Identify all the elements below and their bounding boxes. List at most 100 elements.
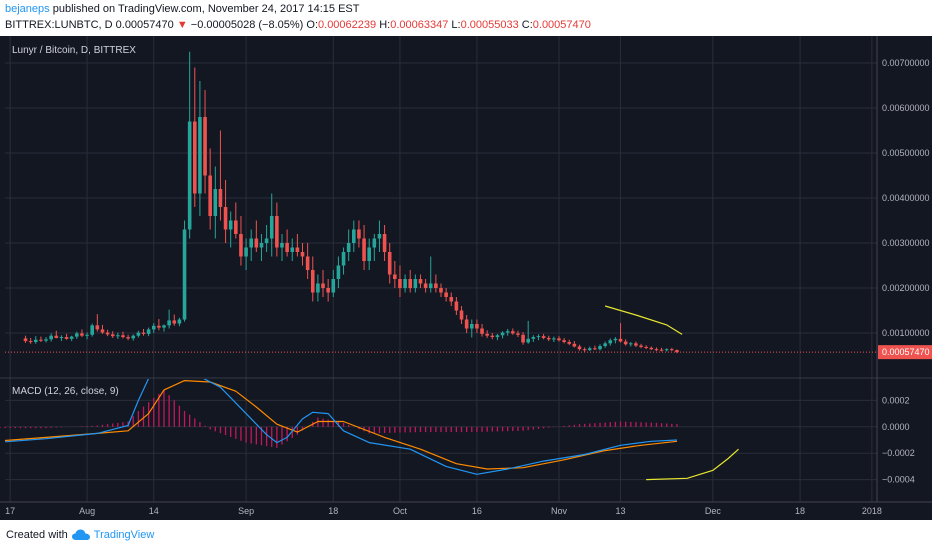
candle[interactable] — [223, 180, 228, 243]
candle[interactable] — [387, 243, 392, 284]
candle[interactable] — [162, 324, 166, 332]
candle[interactable] — [192, 67, 197, 208]
candle[interactable] — [439, 283, 443, 298]
candle[interactable] — [75, 331, 79, 339]
candle[interactable] — [105, 329, 110, 337]
candle[interactable] — [675, 349, 679, 354]
candle[interactable] — [116, 332, 120, 339]
candle[interactable] — [670, 347, 674, 351]
candle[interactable] — [639, 343, 643, 349]
candle[interactable] — [218, 130, 223, 221]
candle[interactable] — [259, 234, 264, 261]
candle[interactable] — [454, 297, 459, 315]
candle[interactable] — [516, 330, 520, 338]
candle[interactable] — [80, 329, 84, 338]
candle[interactable] — [95, 314, 100, 332]
candle[interactable] — [608, 338, 613, 346]
candle[interactable] — [403, 274, 407, 293]
candle[interactable] — [500, 331, 505, 339]
candle[interactable] — [321, 270, 325, 297]
candle[interactable] — [39, 336, 43, 342]
candle[interactable] — [151, 323, 156, 333]
candle[interactable] — [167, 309, 171, 329]
chart-canvas[interactable]: 0.00057470 0.00100000 0.00200000 0.00300000… — [0, 36, 932, 520]
candle[interactable] — [654, 347, 659, 351]
candle[interactable] — [33, 336, 38, 344]
candle[interactable] — [146, 327, 151, 337]
candle[interactable] — [572, 341, 577, 348]
candle[interactable] — [459, 306, 464, 324]
candle[interactable] — [521, 332, 525, 345]
candle[interactable] — [234, 202, 238, 239]
candle[interactable] — [44, 337, 48, 343]
macd-annotation-curve[interactable] — [646, 448, 739, 481]
candle[interactable] — [557, 336, 561, 342]
candle[interactable] — [23, 335, 28, 343]
candle[interactable] — [290, 238, 295, 262]
candle[interactable] — [141, 328, 146, 336]
candle[interactable] — [198, 81, 202, 216]
candle[interactable] — [244, 238, 248, 271]
candle[interactable] — [69, 335, 74, 342]
candle[interactable] — [203, 90, 207, 194]
candle[interactable] — [336, 256, 341, 289]
candle[interactable] — [357, 220, 361, 248]
macd-line[interactable] — [0, 348, 678, 475]
candle[interactable] — [305, 243, 310, 279]
candle[interactable] — [280, 234, 284, 261]
candle[interactable] — [490, 333, 495, 340]
candle[interactable] — [423, 279, 428, 293]
candle[interactable] — [249, 229, 254, 262]
candle[interactable] — [393, 261, 397, 288]
candle[interactable] — [269, 193, 274, 257]
candle[interactable] — [577, 344, 582, 351]
candle[interactable] — [213, 166, 218, 239]
candle[interactable] — [136, 330, 141, 338]
candle[interactable] — [331, 270, 336, 297]
candle[interactable] — [485, 330, 489, 338]
candle[interactable] — [110, 331, 115, 338]
candle[interactable] — [126, 334, 130, 341]
candle[interactable] — [64, 333, 69, 340]
candle[interactable] — [346, 229, 351, 262]
candle[interactable] — [449, 292, 454, 307]
candle[interactable] — [295, 234, 300, 257]
candle[interactable] — [398, 265, 402, 298]
candle[interactable] — [418, 274, 423, 289]
tradingview-brand-link[interactable]: TradingView — [93, 529, 155, 541]
candle[interactable] — [157, 319, 161, 331]
candle[interactable] — [526, 320, 530, 344]
candle[interactable] — [326, 279, 330, 302]
candle[interactable] — [172, 314, 177, 326]
candle[interactable] — [546, 335, 551, 342]
candle[interactable] — [562, 337, 566, 344]
candle[interactable] — [464, 315, 469, 333]
candle[interactable] — [182, 220, 187, 322]
candle[interactable] — [541, 333, 546, 340]
candle[interactable] — [664, 348, 669, 352]
candle[interactable] — [649, 346, 654, 351]
candle[interactable] — [377, 220, 382, 253]
candle[interactable] — [382, 225, 387, 261]
candle[interactable] — [228, 211, 233, 248]
candle[interactable] — [505, 328, 510, 336]
candle[interactable] — [264, 225, 269, 252]
candle[interactable] — [598, 344, 602, 351]
candle[interactable] — [285, 229, 289, 257]
candle[interactable] — [618, 323, 623, 343]
candle[interactable] — [239, 216, 243, 266]
candle[interactable] — [85, 332, 89, 340]
candle[interactable] — [100, 324, 105, 334]
candle[interactable] — [131, 334, 136, 341]
candle[interactable] — [567, 339, 572, 346]
candle[interactable] — [536, 334, 541, 341]
candle[interactable] — [587, 346, 592, 352]
candle[interactable] — [310, 256, 315, 302]
candle[interactable] — [495, 333, 500, 341]
candle[interactable] — [511, 328, 515, 335]
candle[interactable] — [177, 317, 182, 327]
candle[interactable] — [341, 247, 346, 275]
candle[interactable] — [634, 341, 638, 347]
candle[interactable] — [408, 270, 413, 293]
candle[interactable] — [316, 274, 320, 302]
